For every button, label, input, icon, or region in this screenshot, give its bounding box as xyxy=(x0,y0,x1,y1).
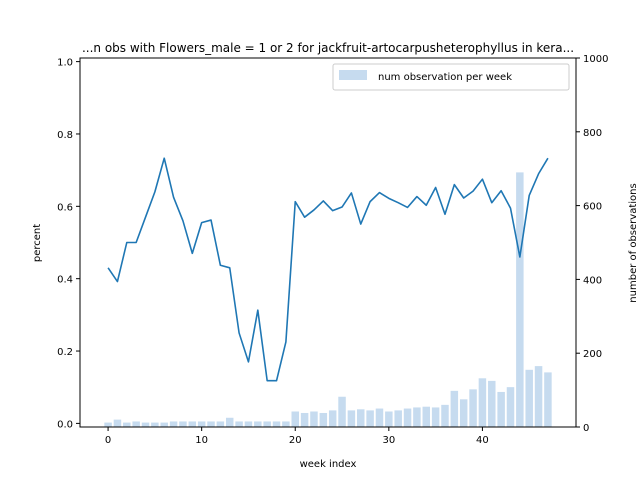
bar xyxy=(544,372,552,427)
bar xyxy=(300,412,309,427)
bar-series xyxy=(104,172,552,428)
y-right-tick-label: 0 xyxy=(583,423,589,434)
legend-box xyxy=(332,63,570,91)
bar xyxy=(225,417,234,427)
x-axis-label: week index xyxy=(300,459,357,470)
y-axis-right-label: number of observations xyxy=(628,183,639,302)
bar xyxy=(441,404,449,427)
bar xyxy=(338,396,346,427)
y-right-tick-label: 400 xyxy=(583,275,602,286)
bar xyxy=(113,419,122,427)
bar xyxy=(506,387,515,427)
y-left-tick-label: 0.6 xyxy=(57,202,73,213)
bar xyxy=(422,406,431,427)
bar xyxy=(403,408,412,427)
y-right-tick-label: 600 xyxy=(583,202,602,213)
bar xyxy=(244,421,253,427)
y-right-tick-label: 1000 xyxy=(583,54,608,65)
x-axis: 0 10 20 30 40 xyxy=(105,427,489,446)
bar xyxy=(310,411,318,427)
bar xyxy=(525,369,533,427)
bar xyxy=(141,422,150,427)
bar xyxy=(328,410,337,427)
bar xyxy=(516,172,524,427)
bar xyxy=(263,421,271,427)
plot-frame xyxy=(79,57,577,428)
bar xyxy=(366,410,374,427)
bar xyxy=(188,421,197,427)
bar xyxy=(254,421,262,427)
y-left-tick-label: 0.0 xyxy=(57,419,73,430)
bar xyxy=(488,380,496,428)
bar xyxy=(104,422,112,427)
y-left-tick-label: 1.0 xyxy=(57,58,73,69)
bar xyxy=(431,407,440,427)
bar xyxy=(197,421,206,427)
y-axis-right: 0 200 400 600 800 1000 xyxy=(576,54,608,434)
bar xyxy=(151,422,159,427)
bar xyxy=(534,366,543,427)
bar xyxy=(179,421,187,427)
bar xyxy=(357,409,365,427)
x-tick-label: 0 xyxy=(105,435,111,446)
x-tick-label: 20 xyxy=(289,435,302,446)
bar xyxy=(413,407,421,427)
bar xyxy=(169,421,178,427)
bar xyxy=(235,421,243,427)
y-axis-left-label: percent xyxy=(32,224,43,262)
bar xyxy=(478,378,487,427)
bar xyxy=(272,421,281,427)
bar xyxy=(459,399,468,427)
bar xyxy=(216,421,225,427)
chart-title: ...n obs with Flowers_male = 1 or 2 for … xyxy=(82,41,574,55)
bar xyxy=(291,411,299,427)
bar xyxy=(319,412,328,427)
bar xyxy=(132,421,140,427)
bar xyxy=(347,410,356,427)
y-right-tick-label: 200 xyxy=(583,349,602,360)
bar xyxy=(207,421,215,427)
legend-label: num observation per week xyxy=(378,72,512,83)
percent-line xyxy=(107,157,549,382)
line-series xyxy=(107,157,549,382)
bar xyxy=(469,389,477,427)
y-left-tick-label: 0.4 xyxy=(57,275,73,286)
y-left-tick-label: 0.8 xyxy=(57,130,73,141)
bar xyxy=(160,422,168,427)
legend-swatch xyxy=(339,70,367,80)
bar xyxy=(497,391,505,427)
bar xyxy=(375,408,384,427)
bar xyxy=(385,411,393,427)
y-axis-left: 0.0 0.2 0.4 0.6 0.8 1.0 xyxy=(57,58,80,430)
bar xyxy=(282,421,290,427)
x-tick-label: 30 xyxy=(382,435,395,446)
x-tick-label: 40 xyxy=(476,435,489,446)
legend: num observation per week xyxy=(332,63,570,91)
bar xyxy=(123,422,131,427)
y-right-tick-label: 800 xyxy=(583,128,602,139)
bar xyxy=(450,390,459,427)
x-tick-label: 10 xyxy=(195,435,208,446)
bar xyxy=(394,410,402,427)
y-left-tick-label: 0.2 xyxy=(57,347,73,358)
